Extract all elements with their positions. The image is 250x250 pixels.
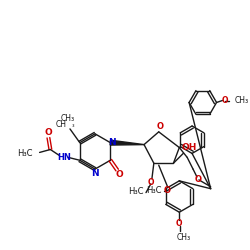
Text: O: O (194, 175, 202, 184)
Text: O: O (115, 170, 123, 179)
Text: CH₃: CH₃ (234, 96, 248, 105)
Text: O: O (156, 122, 163, 132)
Text: HN: HN (57, 153, 71, 162)
Text: ₃: ₃ (72, 124, 74, 128)
Text: CH₃: CH₃ (61, 114, 75, 123)
Text: O: O (44, 128, 52, 137)
Text: O: O (164, 186, 171, 195)
Text: O: O (148, 178, 154, 187)
Text: OH: OH (182, 143, 197, 152)
Text: H₃C: H₃C (146, 186, 162, 195)
Text: O: O (176, 220, 182, 228)
Text: O: O (221, 96, 228, 105)
Text: H₃C: H₃C (128, 187, 144, 196)
Text: CH₃: CH₃ (176, 233, 190, 242)
Text: N: N (91, 168, 99, 177)
Text: N: N (108, 138, 116, 147)
Polygon shape (110, 140, 144, 145)
Text: H₃C: H₃C (17, 149, 33, 158)
Text: CH: CH (56, 120, 67, 128)
